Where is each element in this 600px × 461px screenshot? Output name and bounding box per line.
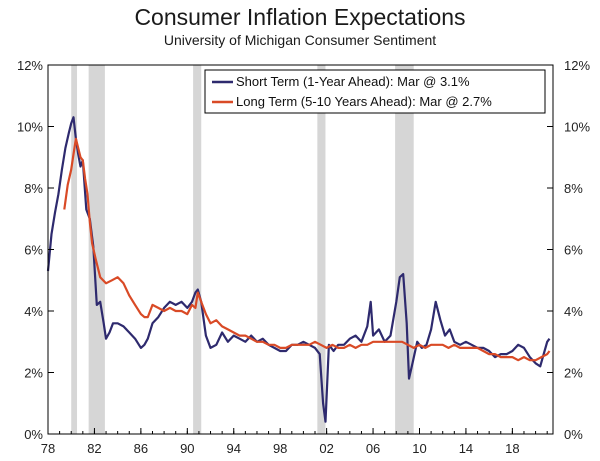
recession-band-2	[193, 65, 202, 434]
x-tick-label: 98	[273, 441, 287, 456]
legend-box	[204, 69, 546, 114]
x-tick-label: 14	[459, 441, 473, 456]
x-tick-label: 94	[227, 441, 241, 456]
series-group	[46, 116, 551, 423]
x-tick-label: 82	[87, 441, 101, 456]
legend-label-long-term: Long Term (5-10 Years Ahead): Mar @ 2.7%	[236, 94, 492, 109]
y-tick-label-right: 4%	[564, 304, 583, 319]
legend: Short Term (1-Year Ahead): Mar @ 3.1% Lo…	[204, 69, 546, 114]
y-tick-label-left: 4%	[24, 304, 43, 319]
x-tick-label: 18	[505, 441, 519, 456]
legend-label-short-term: Short Term (1-Year Ahead): Mar @ 3.1%	[236, 74, 470, 89]
x-tick-label: 90	[180, 441, 194, 456]
y-tick-label-left: 8%	[24, 181, 43, 196]
y-tick-label-left: 6%	[24, 243, 43, 258]
x-tick-label: 78	[41, 441, 55, 456]
y-tick-label-left: 0%	[24, 427, 43, 442]
plot-frame	[47, 64, 554, 435]
y-tick-label-right: 2%	[564, 366, 583, 381]
x-tick-label: 86	[134, 441, 148, 456]
y-tick-label-right: 0%	[564, 427, 583, 442]
recession-band-1	[88, 65, 105, 434]
series-line-1	[63, 137, 551, 362]
chart-title: Consumer Inflation Expectations	[134, 4, 466, 30]
x-tick-label: 02	[319, 441, 333, 456]
y-tick-label-right: 6%	[564, 243, 583, 258]
y-tick-label-left: 10%	[17, 120, 43, 135]
y-tick-label-left: 2%	[24, 366, 43, 381]
series-line-0	[46, 116, 551, 423]
y-tick-label-right: 8%	[564, 181, 583, 196]
recession-band-4	[395, 65, 414, 434]
recession-shading-group	[71, 65, 414, 434]
recession-band-0	[71, 65, 78, 434]
y-tick-label-right: 10%	[564, 120, 590, 135]
x-tick-label: 06	[366, 441, 380, 456]
y-tick-label-right: 12%	[564, 58, 590, 73]
y-tick-label-left: 12%	[17, 58, 43, 73]
recession-band-3	[317, 65, 326, 434]
chart-subtitle: University of Michigan Consumer Sentimen…	[163, 32, 437, 48]
x-tick-label: 10	[412, 441, 426, 456]
axes-group: 0% 0% 2% 2% 4% 4% 6% 6% 8% 8% 10% 10% 12% 12% 78 82 86 90…	[17, 58, 590, 456]
